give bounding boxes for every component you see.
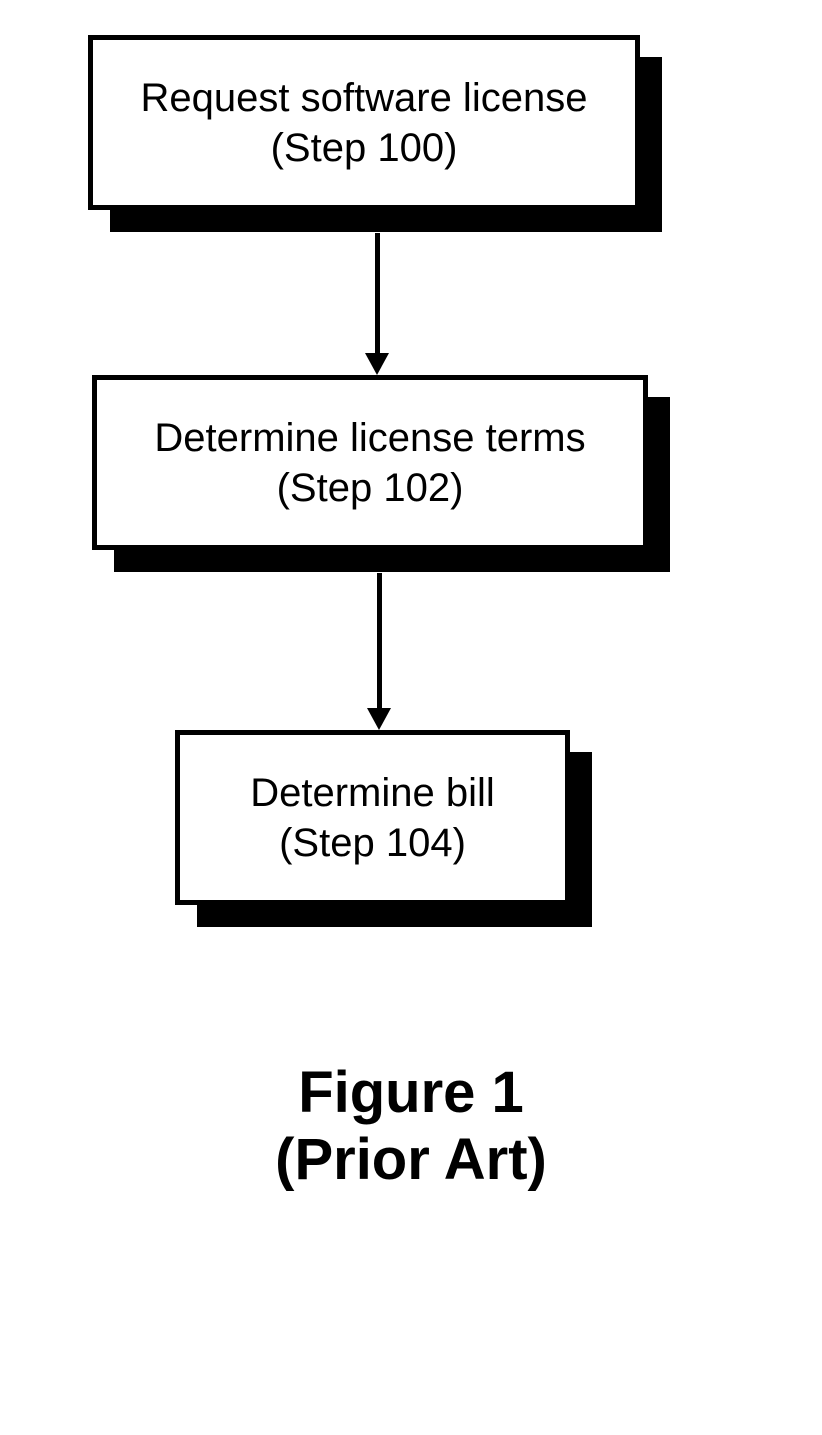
node-text-line2: (Step 104)	[279, 818, 466, 868]
node-text-line1: Determine license terms	[154, 413, 585, 463]
arrow-head-icon	[365, 353, 389, 375]
flowchart-canvas: Request software license (Step 100) Dete…	[0, 0, 822, 1435]
flow-node-step100: Request software license (Step 100)	[88, 35, 640, 210]
node-face: Determine bill (Step 104)	[175, 730, 570, 905]
arrow-head-icon	[367, 708, 391, 730]
arrow-shaft	[375, 233, 380, 355]
arrow-step102-step104	[367, 573, 391, 730]
node-text-line2: (Step 100)	[271, 123, 458, 173]
flow-node-step102: Determine license terms (Step 102)	[92, 375, 648, 550]
arrow-shaft	[377, 573, 382, 710]
node-text-line1: Determine bill	[250, 768, 495, 818]
arrow-step100-step102	[365, 233, 389, 375]
figure-caption: Figure 1 (Prior Art)	[0, 1060, 822, 1193]
node-face: Determine license terms (Step 102)	[92, 375, 648, 550]
caption-line1: Figure 1	[298, 1060, 524, 1127]
caption-line2: (Prior Art)	[275, 1127, 547, 1194]
node-face: Request software license (Step 100)	[88, 35, 640, 210]
node-text-line2: (Step 102)	[277, 463, 464, 513]
node-text-line1: Request software license	[141, 73, 588, 123]
flow-node-step104: Determine bill (Step 104)	[175, 730, 570, 905]
